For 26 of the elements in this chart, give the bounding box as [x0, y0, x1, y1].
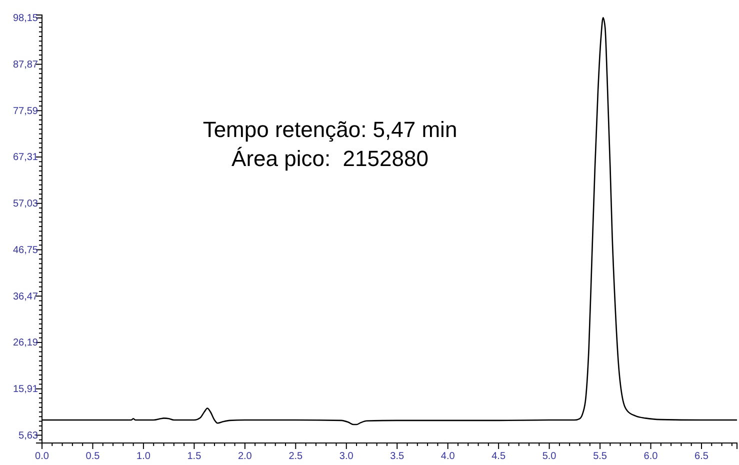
x-tick-label: 2.0	[238, 451, 252, 462]
x-tick-label: 6.0	[644, 451, 658, 462]
x-tick-label: 3.0	[339, 451, 354, 462]
y-tick-label: 77,59	[12, 106, 38, 117]
x-tick-label: 1.0	[136, 451, 151, 462]
y-tick-label: 26,19	[12, 338, 38, 349]
y-tick-label: 57,03	[12, 198, 38, 210]
y-tick-label: 98,15	[12, 13, 38, 24]
y-tick-label: 36,47	[12, 291, 38, 302]
x-tick-label: 0.5	[86, 451, 100, 462]
y-tick-label: 67,31	[12, 152, 38, 164]
x-tick-label: 1.5	[187, 451, 202, 462]
annotation: Tempo retenção: 5,47 min	[202, 117, 458, 142]
y-tick-label: 5,63	[18, 430, 38, 442]
x-tick-label: 4.0	[440, 451, 456, 462]
x-tick-label: 5.0	[542, 451, 557, 462]
y-tick-label: 15,91	[12, 384, 38, 396]
x-tick-label: 2.5	[288, 451, 304, 462]
x-tick-label: 0.0	[35, 451, 50, 462]
x-tick-label: 4.5	[492, 451, 506, 462]
y-tick-label: 46,75	[12, 244, 38, 256]
x-tick-label: 6.5	[694, 451, 709, 462]
x-tick-label: 3.5	[390, 451, 404, 462]
y-tick-label: 87,87	[12, 59, 38, 70]
annotation: Área pico: 2152880	[232, 146, 428, 171]
x-tick-label: 5.5	[593, 451, 608, 462]
